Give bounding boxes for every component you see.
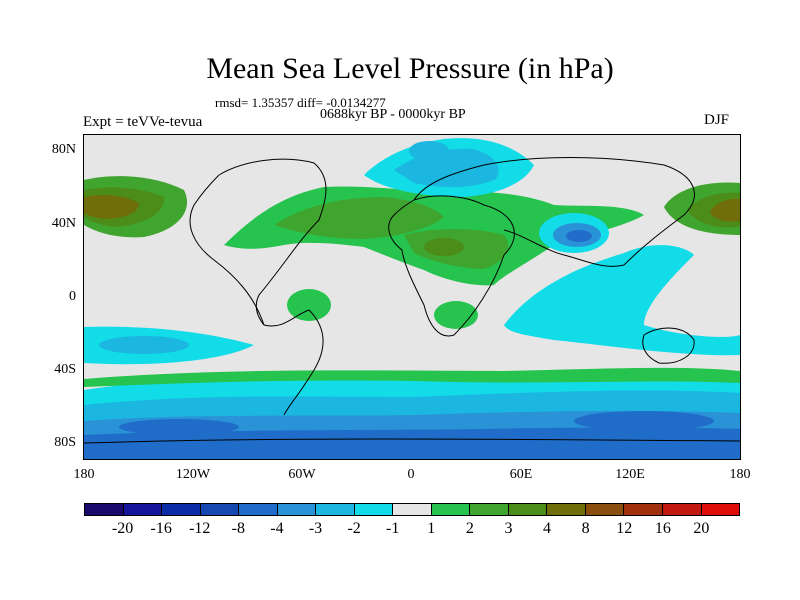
lon-label-180e: 180 xyxy=(729,467,751,482)
lon-label-180w: 180 xyxy=(73,467,95,482)
statistics-label: rmsd= 1.35357 diff= -0.0134277 xyxy=(215,95,386,110)
lat-label-0: 0 xyxy=(69,289,76,304)
lon-label-120w: 120W xyxy=(175,467,211,482)
colorbar-label: 8 xyxy=(581,520,590,537)
colorbar-label: 3 xyxy=(504,520,513,537)
map-title: Mean Sea Level Pressure (in hPa) xyxy=(206,52,614,85)
colorbar-swatch xyxy=(393,504,432,515)
coastlines xyxy=(84,157,740,444)
colorbar-label: 20 xyxy=(693,520,710,537)
colorbar-swatch xyxy=(239,504,278,515)
colorbar-label: -12 xyxy=(189,520,211,537)
north-atlantic-low xyxy=(409,141,449,161)
colorbar-label: -4 xyxy=(270,520,284,537)
colorbar-label: -2 xyxy=(347,520,361,537)
colorbar-swatch xyxy=(624,504,663,515)
south-america-green xyxy=(287,289,331,321)
map-canvas xyxy=(84,138,740,459)
colorbar-swatch xyxy=(123,504,163,515)
period-label: 0688kyr BP - 0000kyr BP xyxy=(320,107,466,122)
colorbar-swatch xyxy=(85,504,124,515)
colorbar-swatch xyxy=(547,504,586,515)
colorbar-label: -8 xyxy=(231,520,245,537)
antarctic-core xyxy=(84,427,740,459)
lon-label-0: 0 xyxy=(407,467,415,482)
lon-label-60w: 60W xyxy=(288,467,316,482)
colorbar-swatch xyxy=(200,504,240,515)
colorbar-swatch xyxy=(470,504,509,515)
colorbar-swatch xyxy=(508,504,548,515)
colorbar-swatch xyxy=(585,504,625,515)
africa-green-core xyxy=(424,238,464,256)
colorbar-label: -1 xyxy=(386,520,400,537)
lat-label-80n: 80N xyxy=(51,142,76,157)
colorbar-label: 12 xyxy=(616,520,633,537)
pressure-anomaly-map xyxy=(83,134,741,460)
colorbar-label: 16 xyxy=(654,520,671,537)
north-pacific-west-max xyxy=(710,198,740,222)
lon-label-120e: 120E xyxy=(615,467,645,482)
southern-low-2 xyxy=(574,411,714,431)
south-pacific-cyan-deep xyxy=(99,336,189,354)
south-green-ring xyxy=(84,367,740,387)
colorbar-swatch xyxy=(316,504,355,515)
tibet-low-core xyxy=(566,230,592,242)
colorbar-swatch xyxy=(701,504,740,515)
season-label: DJF xyxy=(704,112,730,128)
colorbar-swatch xyxy=(162,504,201,515)
lon-label-60e: 60E xyxy=(509,467,533,482)
lat-label-40s: 40S xyxy=(54,362,76,377)
colorbar-label: 4 xyxy=(543,520,552,537)
colorbar-label: -16 xyxy=(150,520,172,537)
colorbar xyxy=(84,503,740,516)
atlantic-green-core xyxy=(274,197,444,239)
south-africa-green xyxy=(434,301,478,329)
colorbar-label: 1 xyxy=(427,520,436,537)
north-pacific-east-max xyxy=(84,195,139,219)
colorbar-label: -3 xyxy=(308,520,323,537)
experiment-label: Expt = teVVe-tevua xyxy=(83,114,203,130)
colorbar-swatch xyxy=(662,504,702,515)
colorbar-label: 2 xyxy=(465,520,474,537)
indian-ocean-cyan xyxy=(504,245,740,356)
colorbar-swatch xyxy=(277,504,317,515)
lat-label-80s: 80S xyxy=(54,435,76,450)
colorbar-label: -20 xyxy=(111,520,134,537)
lat-label-40n: 40N xyxy=(51,216,76,231)
colorbar-swatch xyxy=(354,504,394,515)
colorbar-swatch xyxy=(431,504,471,515)
southern-low-1 xyxy=(119,419,239,435)
